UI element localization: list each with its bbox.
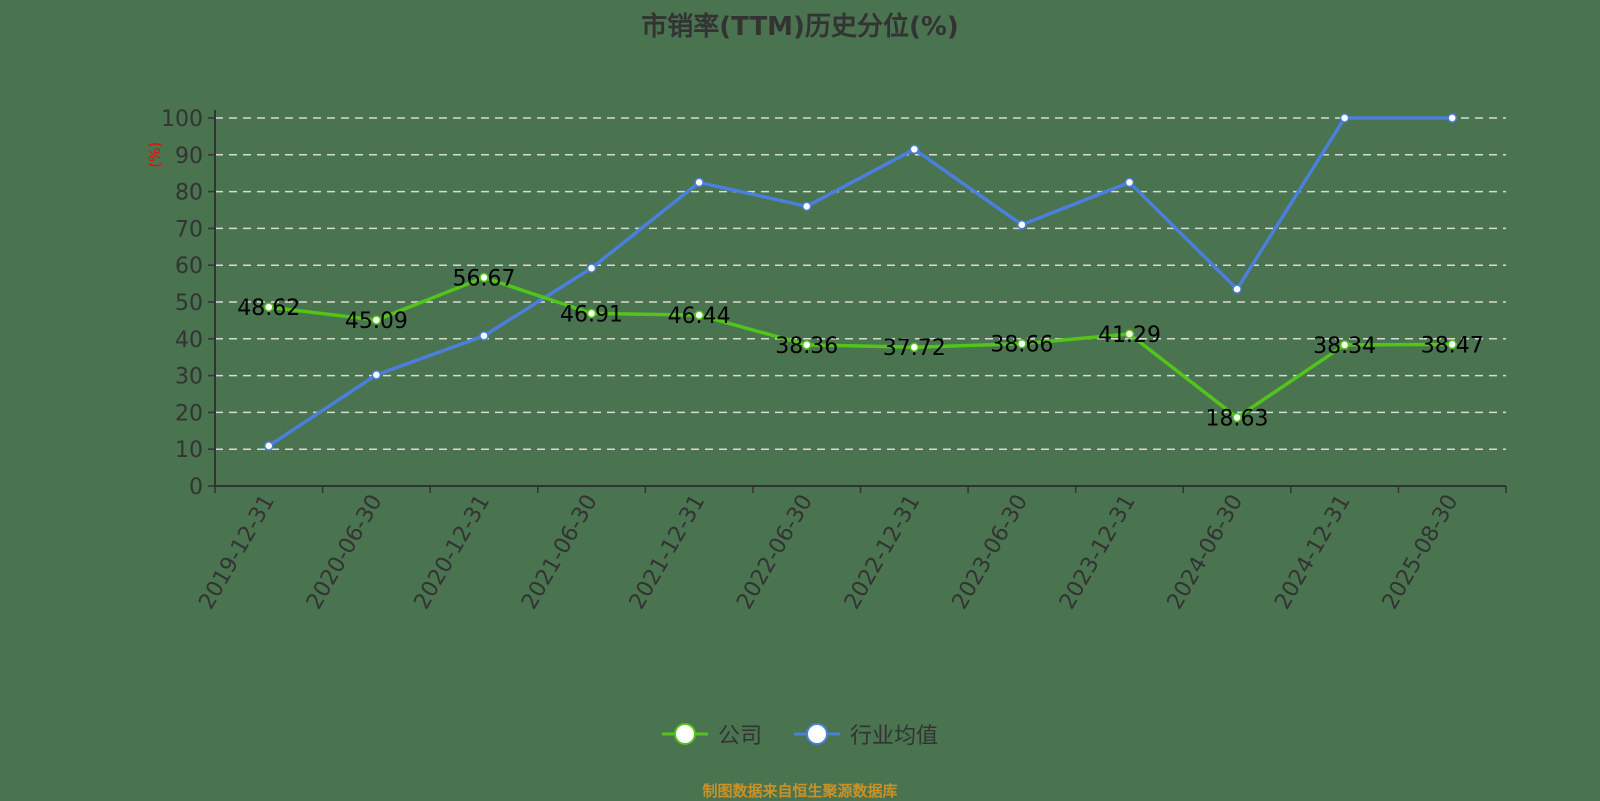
data-point[interactable]	[1017, 219, 1027, 230]
data-point[interactable]	[371, 315, 382, 325]
data-point[interactable]	[1232, 284, 1242, 294]
data-label: 45.09	[345, 309, 408, 334]
data-point[interactable]	[1124, 329, 1135, 339]
data-label: 18.63	[1206, 406, 1269, 431]
x-tick-label: 2023-06-30	[947, 491, 1033, 614]
company-line	[268, 275, 1453, 420]
chart-title: 市销率(TTM)历史分位(%)	[641, 12, 959, 42]
y-tick-label: 20	[175, 401, 203, 426]
x-tick-label: 2023-12-31	[1055, 491, 1141, 614]
y-tick-label: 30	[175, 365, 203, 390]
data-label: 56.67	[452, 266, 515, 291]
legend-marker-company-icon	[661, 723, 708, 745]
x-tick-label: 2025-08-30	[1378, 491, 1464, 614]
data-point[interactable]	[694, 177, 704, 188]
data-point[interactable]	[586, 308, 597, 319]
legend: 公司 行业均值	[0, 718, 1600, 750]
data-point[interactable]	[694, 310, 704, 320]
legend-item-company[interactable]: 公司	[661, 718, 762, 750]
data-point[interactable]	[1447, 339, 1457, 350]
x-tick-label: 2019-12-31	[194, 491, 280, 614]
y-tick-label: 0	[189, 475, 203, 500]
data-point[interactable]	[1447, 113, 1457, 123]
data-point[interactable]	[371, 370, 382, 380]
data-label: 46.44	[668, 304, 731, 329]
x-tick-label: 2024-06-30	[1163, 491, 1249, 614]
legend-item-industry[interactable]: 行业均值	[794, 718, 938, 750]
data-label: 38.66	[990, 333, 1053, 358]
data-point[interactable]	[586, 263, 597, 273]
data-point[interactable]	[1124, 177, 1135, 188]
data-point[interactable]	[1017, 338, 1027, 349]
x-tick-label: 2020-12-31	[410, 491, 496, 614]
data-point[interactable]	[479, 272, 489, 283]
legend-marker-industry-icon	[794, 723, 840, 745]
y-tick-label: 90	[175, 144, 203, 169]
y-tick-label: 60	[175, 254, 203, 279]
x-tick-label: 2022-12-31	[840, 491, 926, 614]
legend-label-company: 公司	[717, 724, 762, 749]
x-tick-label: 2021-06-30	[517, 491, 603, 614]
y-tick-label: 10	[175, 438, 203, 463]
data-label: 41.29	[1098, 323, 1161, 348]
y-tick-label: 40	[175, 328, 203, 353]
data-point[interactable]	[479, 331, 489, 341]
x-tick-label: 2024-12-31	[1270, 491, 1356, 614]
data-source-note: 制图数据来自恒生聚源数据库	[702, 782, 898, 800]
data-point[interactable]	[1339, 113, 1350, 123]
y-axis-label: (%)	[146, 142, 164, 168]
data-label: 46.91	[560, 302, 623, 327]
data-point[interactable]	[264, 302, 274, 312]
legend-label-industry: 行业均值	[850, 724, 939, 749]
x-tick-label: 2021-12-31	[625, 491, 711, 614]
data-label: 38.36	[775, 334, 838, 359]
y-tick-label: 80	[175, 181, 203, 206]
data-label: 38.47	[1421, 333, 1484, 358]
data-label: 38.34	[1313, 334, 1376, 359]
data-point[interactable]	[909, 342, 920, 352]
y-tick-label: 70	[175, 217, 203, 242]
data-point[interactable]	[801, 201, 812, 212]
data-label: 48.62	[237, 296, 300, 321]
data-point[interactable]	[909, 144, 920, 155]
data-point[interactable]	[264, 441, 274, 451]
data-label: 37.72	[883, 336, 946, 361]
x-tick-label: 2022-06-30	[732, 491, 818, 614]
data-point[interactable]	[1339, 340, 1350, 350]
y-tick-label: 100	[161, 107, 203, 132]
data-point[interactable]	[801, 340, 812, 350]
data-point[interactable]	[1232, 412, 1242, 423]
x-tick-label: 2020-06-30	[302, 491, 388, 614]
y-tick-label: 50	[175, 291, 203, 316]
industry-line	[267, 116, 1453, 448]
